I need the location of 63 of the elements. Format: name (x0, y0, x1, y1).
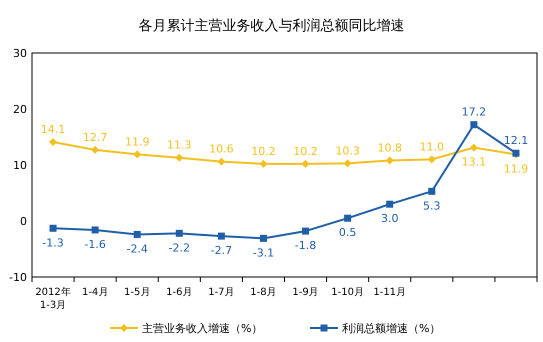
y-tick-label: 20 (13, 103, 27, 116)
y-tick-label: 0 (20, 215, 27, 228)
point (217, 158, 226, 166)
legend-label: 主营业务收入增速（%） (142, 322, 262, 335)
data-label: 5.3 (423, 199, 441, 212)
x-tick-label: 1-9月 (292, 287, 319, 298)
data-label: 14.1 (40, 123, 66, 136)
x-tick-label: 1-8月 (250, 287, 277, 298)
x-tick-label: 1-11月 (373, 287, 406, 298)
point (470, 121, 478, 128)
title: 各月累计主营业务收入与利润总额同比增速 (138, 18, 404, 34)
data-label: 12.1 (504, 134, 528, 148)
data-label: -1.6 (84, 238, 106, 251)
data-label: -2.7 (210, 244, 232, 258)
data-label: 10.6 (209, 142, 234, 156)
data-label: 11.0 (420, 140, 444, 154)
point (176, 230, 183, 237)
data-label: 3.0 (380, 212, 398, 226)
x-tick-label: 1-10月 (331, 287, 364, 298)
data-label: 10.8 (377, 142, 402, 155)
point (470, 144, 478, 152)
point (175, 154, 184, 162)
point (344, 159, 352, 168)
data-label: 11.3 (167, 138, 192, 152)
point (50, 224, 57, 232)
data-label: 13.1 (462, 156, 486, 169)
data-label: 0.5 (338, 226, 356, 240)
point (260, 234, 267, 242)
x-tick-label: 1-6月 (166, 287, 192, 298)
data-label: -1.3 (42, 236, 64, 250)
y-tick-label: -10 (9, 271, 27, 284)
data-label: 11.9 (124, 135, 150, 148)
legend-label: 利润总额增速（%） (342, 322, 440, 335)
point (49, 138, 58, 146)
data-label: -1.8 (294, 239, 316, 252)
data-label: -3.1 (252, 246, 274, 260)
data-label: 10.2 (251, 144, 276, 158)
point (218, 232, 225, 240)
point (386, 200, 394, 208)
point (344, 214, 352, 222)
point (386, 156, 394, 165)
point (302, 160, 310, 168)
x-tick-label: 1-4月 (82, 287, 108, 298)
data-label: -2.4 (126, 242, 148, 256)
y-tick-label: 10 (13, 159, 27, 172)
point (259, 160, 268, 168)
point (302, 228, 310, 235)
point (428, 155, 436, 164)
point (92, 226, 99, 234)
data-label: 12.7 (82, 130, 108, 144)
data-label: 10.2 (293, 144, 318, 158)
point (133, 150, 142, 158)
y-tick-label: 30 (13, 47, 27, 60)
x-tick-label: 1-5月 (124, 287, 150, 298)
data-label: -2.2 (168, 241, 190, 254)
point (91, 146, 100, 154)
point (428, 188, 436, 195)
data-label: 10.3 (335, 144, 360, 158)
x-tick-label: 1-7月 (208, 287, 235, 298)
x-tick-label: 2012年 1-3月 (35, 286, 71, 311)
point (134, 230, 141, 238)
data-label: 11.9 (504, 162, 528, 176)
data-label: 17.2 (462, 106, 486, 119)
